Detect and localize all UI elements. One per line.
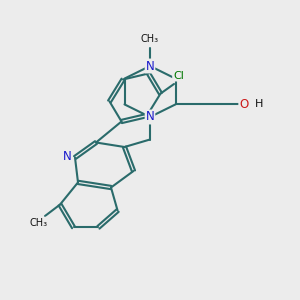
Text: CH₃: CH₃ <box>29 218 47 228</box>
Text: O: O <box>239 98 248 111</box>
Text: Cl: Cl <box>173 70 184 81</box>
Text: N: N <box>146 110 154 124</box>
Text: N: N <box>63 149 72 163</box>
Text: H: H <box>255 99 264 110</box>
Text: N: N <box>146 59 154 73</box>
Text: CH₃: CH₃ <box>141 34 159 44</box>
